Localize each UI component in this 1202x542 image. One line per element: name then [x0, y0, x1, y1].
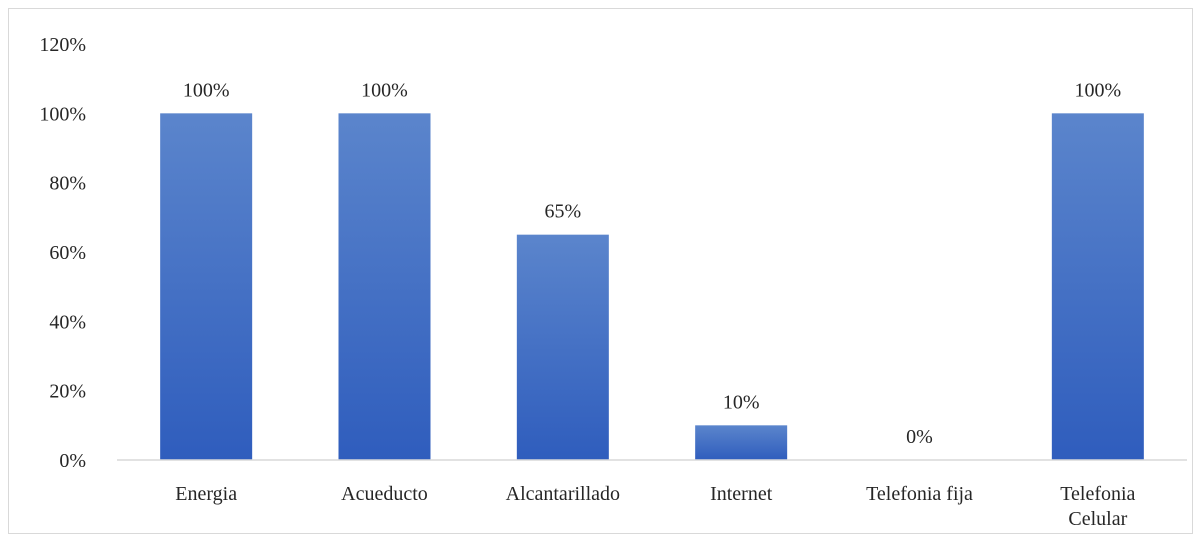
data-label: 100% [1074, 79, 1121, 101]
x-category-label-line: Internet [710, 483, 773, 505]
x-category-label-line: Acueducto [341, 483, 428, 505]
x-category-label: Internet [710, 483, 773, 505]
y-axis: 0% 20% 40% 60% 80% 100% 120% [39, 34, 86, 472]
y-tick-label: 100% [39, 103, 86, 125]
data-label: 100% [183, 79, 230, 101]
data-labels: 100% 100% 65% 10% 0% 100% [183, 79, 1121, 448]
x-category-label-line: Telefonia [1060, 483, 1135, 505]
y-tick-label: 0% [59, 450, 86, 472]
x-category-label: Energia [175, 483, 237, 505]
bar [160, 113, 253, 460]
data-label: 10% [723, 391, 760, 413]
data-label: 100% [361, 79, 408, 101]
bars [160, 113, 1144, 460]
x-axis: Energia Acueducto Alcantarillado Internet Te… [175, 483, 1135, 530]
x-category-label-line: Celular [1068, 508, 1127, 530]
data-label: 65% [544, 201, 581, 223]
bar [338, 113, 431, 460]
y-tick-label: 80% [49, 173, 86, 195]
x-category-label: Telefonia Celular [1060, 483, 1135, 530]
bar-chart: 0%20%40%60%80%100%120% 100% 100%65%10%0%1… [39, 34, 1187, 530]
y-tick-label: 40% [49, 311, 86, 333]
x-category-label-line: Energia [175, 483, 237, 505]
x-category-label: Acueducto [341, 483, 428, 505]
y-tick-label: 60% [49, 242, 86, 264]
bar [695, 425, 788, 460]
x-category-label-line: Telefonia fija [866, 483, 973, 505]
bar [1051, 113, 1144, 460]
x-category-label-line: Alcantarillado [506, 483, 620, 505]
x-category-label: Alcantarillado [506, 483, 620, 505]
y-tick-label: 120% [39, 34, 86, 56]
data-label: 0% [906, 426, 933, 448]
bar [516, 234, 609, 460]
y-tick-label: 20% [49, 381, 86, 403]
x-category-label: Telefonia fija [866, 483, 973, 505]
chart-frame: 0% 20% 40% 60% 80% 100% 120% 100% 100% 65% 10% 0% 1… [8, 8, 1193, 534]
